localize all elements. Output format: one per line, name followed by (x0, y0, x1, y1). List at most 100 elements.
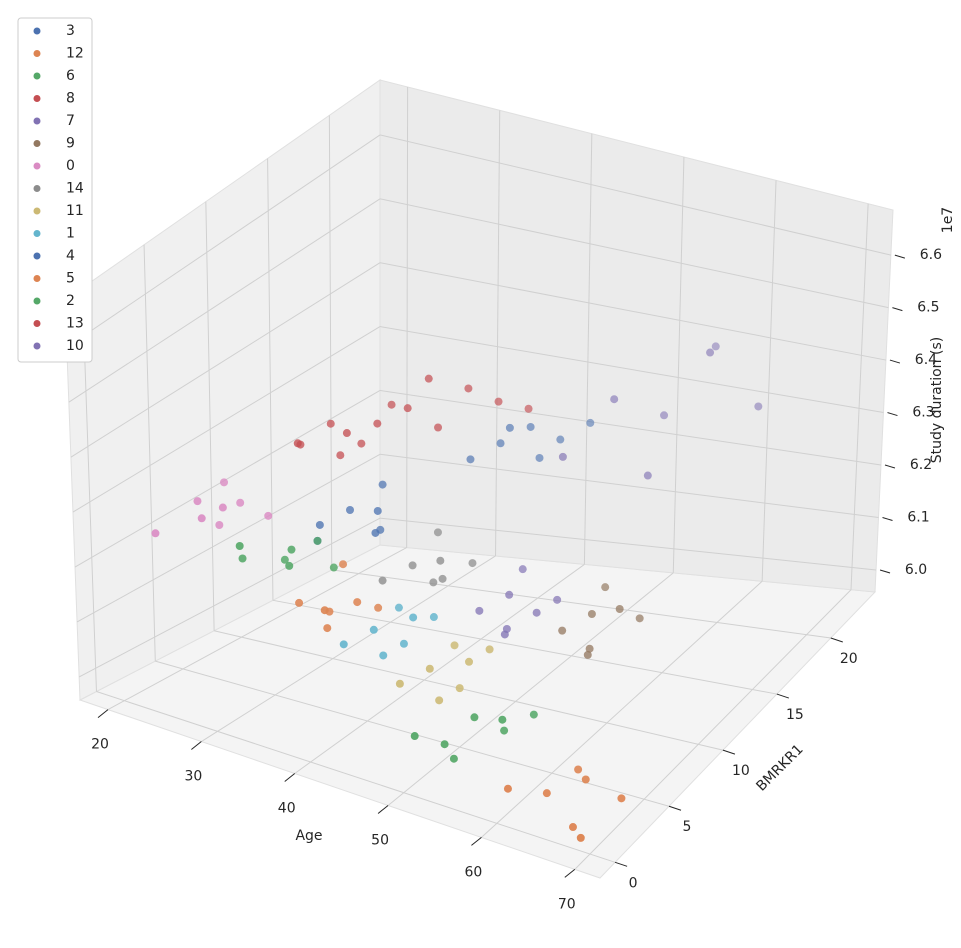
legend-marker (33, 72, 41, 80)
point (378, 480, 387, 489)
grid-line (328, 115, 333, 570)
point (235, 542, 244, 551)
point (440, 740, 449, 749)
grid-line (267, 158, 274, 601)
point (151, 529, 160, 538)
legend-label: 3 (66, 23, 75, 39)
point (280, 555, 289, 564)
point (494, 397, 503, 406)
legend-label: 6 (66, 68, 75, 84)
point (556, 435, 565, 444)
point (635, 614, 644, 623)
x-tick (564, 868, 576, 878)
point (374, 603, 383, 612)
grid-line (205, 201, 215, 631)
point (706, 348, 715, 357)
point (568, 823, 577, 832)
point (505, 590, 514, 599)
point (436, 556, 445, 565)
grid-line (387, 572, 674, 806)
legend-marker (33, 185, 41, 192)
grid-line (70, 262, 381, 458)
grid-line (761, 180, 777, 582)
grid-line (96, 691, 616, 863)
point (574, 765, 583, 774)
point (339, 560, 348, 569)
point (542, 789, 551, 798)
point (558, 452, 567, 461)
legend-label: 0 (66, 158, 75, 174)
legend-marker (33, 117, 41, 125)
grid-line (379, 198, 889, 309)
point (410, 732, 419, 741)
x-tick (191, 741, 202, 750)
y-tick (668, 805, 682, 811)
point (342, 429, 351, 438)
grid-line (406, 87, 409, 548)
point (287, 545, 296, 554)
pane (379, 79, 894, 593)
legend-marker (33, 297, 41, 305)
x-tick (471, 837, 482, 846)
x-tick-label: 30 (184, 769, 202, 785)
point (238, 554, 247, 563)
y-tick-label: 5 (683, 819, 692, 835)
point (601, 583, 610, 592)
legend-label: 12 (66, 46, 84, 62)
legend-label: 8 (66, 91, 75, 107)
legend-label: 1 (66, 226, 75, 242)
grid-line (143, 244, 156, 662)
point (295, 598, 304, 607)
point (583, 650, 592, 659)
point (610, 395, 619, 404)
point (532, 608, 541, 617)
point (326, 419, 335, 428)
z-tick (884, 464, 896, 469)
grid-line (68, 198, 381, 403)
point (408, 561, 417, 570)
z-tick-label: 6.3 (912, 405, 934, 421)
y-tick-label: 0 (629, 875, 638, 891)
point (505, 423, 514, 432)
point (576, 833, 585, 842)
ticks: 20 30 40 50 60 70 0 5 10 15 20 6.0 6.1 6.2 6.3 6.4 6.5 6.… (91, 247, 942, 912)
grid-line (574, 589, 852, 870)
point (518, 565, 527, 574)
point (524, 404, 533, 413)
legend-label: 11 (66, 203, 84, 219)
point (387, 400, 396, 409)
legend-label: 14 (66, 181, 84, 197)
point (353, 598, 362, 607)
z-tick-label: 6.1 (907, 509, 929, 525)
grid-line (107, 547, 407, 711)
grid-line (850, 203, 869, 590)
point (395, 679, 404, 688)
x-tick (284, 773, 296, 782)
z-tick-label: 6.4 (915, 352, 937, 368)
x-tick-label: 20 (91, 737, 109, 753)
point (236, 498, 245, 507)
x-tick-label: 60 (465, 864, 483, 880)
point (264, 511, 273, 520)
grid-line (72, 326, 381, 513)
legend-marker (33, 95, 41, 102)
legend-marker (33, 140, 41, 147)
grid-line (272, 599, 777, 695)
legend-label: 9 (66, 136, 75, 152)
z-tick-label: 6.2 (910, 457, 932, 473)
grid-line (331, 569, 831, 639)
point (425, 664, 434, 673)
grid-line (379, 389, 882, 466)
z-tick (879, 569, 891, 574)
grid-line (294, 564, 585, 774)
legend-marker (33, 342, 41, 350)
grid (66, 87, 891, 870)
point (329, 563, 338, 572)
legend-label: 5 (66, 271, 75, 287)
y-tick-label: 10 (732, 763, 750, 779)
grid-line (583, 133, 593, 565)
z-tick (894, 254, 906, 259)
grid-line (495, 110, 501, 556)
legend-marker (33, 230, 41, 237)
point (323, 624, 332, 633)
